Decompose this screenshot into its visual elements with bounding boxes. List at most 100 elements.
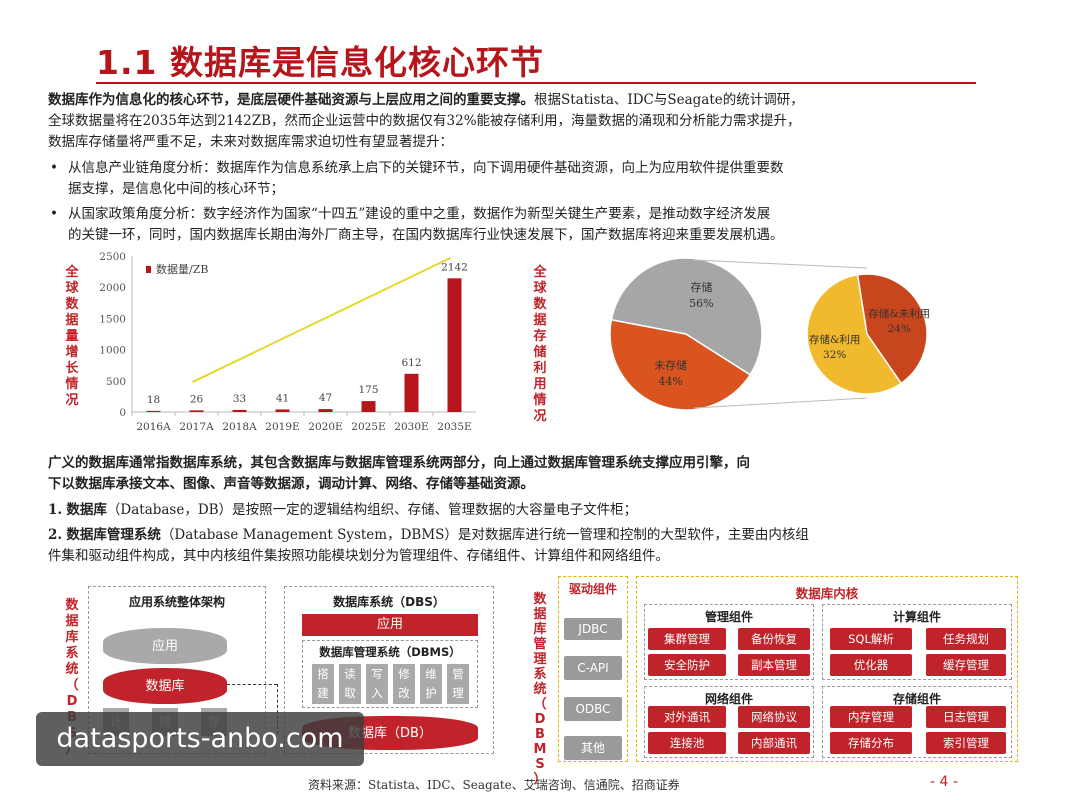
- item-number: 2.: [48, 527, 63, 543]
- bullet-line: 据支撑，是信息化中间的核心环节；: [68, 181, 284, 197]
- dbms-function-cells: 搭建读取写入修改维护管理: [312, 664, 472, 704]
- y-tick-label: 2000: [99, 282, 126, 294]
- bar-chart-side-label: 全球数据量增长情况: [65, 265, 79, 408]
- bar-value-label: 18: [147, 394, 160, 406]
- dbms-cell-1: 读取: [339, 664, 361, 704]
- bar-2018A: [232, 409, 247, 412]
- connector-line: [277, 684, 278, 734]
- bar-value-label: 612: [401, 357, 421, 369]
- bullet-dot: •: [50, 206, 58, 222]
- memory-mgmt-item: 内存管理: [830, 706, 912, 728]
- item-desc: （Database Management System，DBMS）是对数据库进行…: [160, 527, 809, 543]
- para2-line2: 下以数据库承接文本、图像、声音等数据源，调动计算、网络、存储等基础资源。: [48, 476, 534, 492]
- replica-mgmt-item: 副本管理: [738, 654, 810, 676]
- pie-slice-1: [610, 257, 763, 376]
- storage-group-title: 存储组件: [892, 692, 941, 706]
- other-driver: 其他: [564, 736, 622, 760]
- intro-line3: 数据库存储量将严重不足，未来对数据库需求迫切性有望显著提升：: [48, 134, 453, 150]
- optimizer-item: 优化器: [830, 654, 912, 676]
- bullet-dot: •: [50, 160, 58, 176]
- pie-slice-label: 未存储: [654, 358, 687, 372]
- dbs-definition-paragraph: 广义的数据库通常指数据库系统，其包含数据库与数据库管理系统两部分，向上通过数据库…: [48, 453, 1038, 495]
- legend-swatch: [146, 266, 151, 273]
- app-cylinder: 应用: [103, 628, 227, 664]
- bar-2017A: [189, 410, 204, 412]
- item-number: 1.: [48, 502, 63, 518]
- cache-mgmt-item: 缓存管理: [926, 654, 1006, 676]
- x-tick-label: 2016A: [136, 421, 171, 433]
- y-tick-label: 1000: [99, 345, 126, 357]
- page-number: - 4 -: [930, 774, 958, 790]
- bar-2025E: [361, 401, 376, 412]
- security-item: 安全防护: [648, 654, 726, 676]
- intro-line1: 根据Statista、IDC与Seagate的统计调研，: [534, 92, 804, 108]
- dbms-cell-4: 维护: [420, 664, 442, 704]
- management-group-title: 管理组件: [704, 610, 753, 624]
- kernel-title: 数据库内核: [795, 586, 859, 601]
- title-divider: [96, 82, 976, 84]
- x-tick-label: 2018A: [222, 421, 257, 433]
- definition-item-db: 1. 数据库（Database，DB）是按照一定的逻辑结构组织、存储、管理数据的…: [48, 500, 1038, 521]
- bullet-line: 的关键一环，同时，国内数据库长期由海外厂商主导，在国内数据库行业快速发展下，国产…: [68, 227, 784, 243]
- pie-slice-pct: 56%: [689, 297, 713, 310]
- dbs-box: 数据库系统（DBS）: [284, 586, 494, 754]
- pie-slice-label: 存储: [690, 280, 712, 294]
- definition-list: 1. 数据库（Database，DB）是按照一定的逻辑结构组织、存储、管理数据的…: [48, 500, 1038, 567]
- compute-group: [822, 604, 1012, 680]
- item-term: 数据库: [66, 502, 107, 518]
- dbms-cell-2: 写入: [366, 664, 388, 704]
- para2-line1: 广义的数据库通常指数据库系统，其包含数据库与数据库管理系统两部分，向上通过数据库…: [48, 455, 750, 471]
- driver-title: 驱动组件: [568, 582, 617, 596]
- storage-dist-item: 存储分布: [830, 732, 912, 754]
- application-bar: 应用: [302, 614, 478, 636]
- x-tick-label: 2035E: [437, 421, 471, 433]
- cluster-mgmt-item: 集群管理: [648, 628, 726, 650]
- x-tick-label: 2017A: [179, 421, 214, 433]
- internal-comm-item: 内部通讯: [738, 732, 810, 754]
- bar-2016A: [146, 410, 161, 412]
- breakdown-label: 存储&未利用: [868, 307, 930, 320]
- capi-driver: C-API: [564, 656, 622, 680]
- storage-group: [822, 686, 1012, 758]
- bar-value-label: 2142: [441, 261, 468, 273]
- dbms-box: 数据库管理系统（DBMS）: [302, 640, 478, 708]
- bullet-list: • 从信息产业链角度分析：数据库作为信息系统承上启下的关键环节，向下调用硬件基础…: [50, 158, 1028, 246]
- x-tick-label: 2025E: [351, 421, 385, 433]
- trend-line: [192, 256, 451, 383]
- definition-item-dbms: 2. 数据库管理系统（Database Management System，DB…: [48, 525, 1038, 567]
- odbc-driver: ODBC: [564, 697, 622, 721]
- bar-2019E: [275, 409, 290, 412]
- external-comm-item: 对外通讯: [648, 706, 726, 728]
- bullet-line: 从信息产业链角度分析：数据库作为信息系统承上启下的关键环节，向下调用硬件基础资源…: [68, 160, 784, 176]
- x-tick-label: 2030E: [394, 421, 428, 433]
- dbms-side-label: 数据库管理系统（D B M S）: [533, 592, 547, 787]
- bullet-line: 从国家政策角度分析：数字经济作为国家“十四五”建设的重中之重，数据作为新型关键生…: [68, 206, 771, 222]
- item-desc-line2: 件集和驱动组件构成，其中内核组件集按照功能模块划分为管理组件、存储组件、计算组件…: [48, 548, 669, 564]
- bullet-item: • 从国家政策角度分析：数字经济作为国家“十四五”建设的重中之重，数据作为新型关…: [50, 204, 1028, 246]
- task-plan-item: 任务规划: [926, 628, 1006, 650]
- watermark: datasports-anbo.com: [36, 712, 364, 766]
- x-tick-label: 2020E: [308, 421, 342, 433]
- intro-line2: 全球数据量将在2035年达到2142ZB，然而企业运营中的数据仅有32%能被存储…: [48, 113, 801, 129]
- bar-value-label: 175: [358, 384, 378, 396]
- dbms-box-title: 数据库管理系统（DBMS）: [319, 645, 461, 659]
- breakdown-label: 存储&利用: [809, 333, 860, 346]
- bar-2035E: [447, 278, 462, 412]
- pie-chart: 未存储 44% 存储 56% 存储&利用 32% 存储&未利用 24%: [609, 257, 930, 411]
- pie-slice-pct: 44%: [658, 375, 682, 388]
- database-cylinder: 数据库: [103, 668, 227, 704]
- dbms-cell-0: 搭建: [312, 664, 334, 704]
- connection-pool-item: 连接池: [648, 732, 726, 754]
- index-mgmt-item: 索引管理: [926, 732, 1006, 754]
- network-protocol-item: 网络协议: [738, 706, 810, 728]
- breakdown-slice-1: [856, 273, 928, 385]
- bar-value-label: 33: [233, 393, 246, 405]
- bar-2020E: [318, 409, 333, 412]
- app-architecture-title: 应用系统整体架构: [128, 595, 225, 609]
- source-note: 资料来源：Statista、IDC、Seagate、艾瑞咨询、信通院、招商证券: [308, 778, 680, 792]
- breakdown-connector: [693, 397, 868, 409]
- jdbc-driver: JDBC: [564, 618, 622, 640]
- log-mgmt-item: 日志管理: [926, 706, 1006, 728]
- dbms-cell-3: 修改: [393, 664, 415, 704]
- legend-label: 数据量/ZB: [156, 262, 208, 276]
